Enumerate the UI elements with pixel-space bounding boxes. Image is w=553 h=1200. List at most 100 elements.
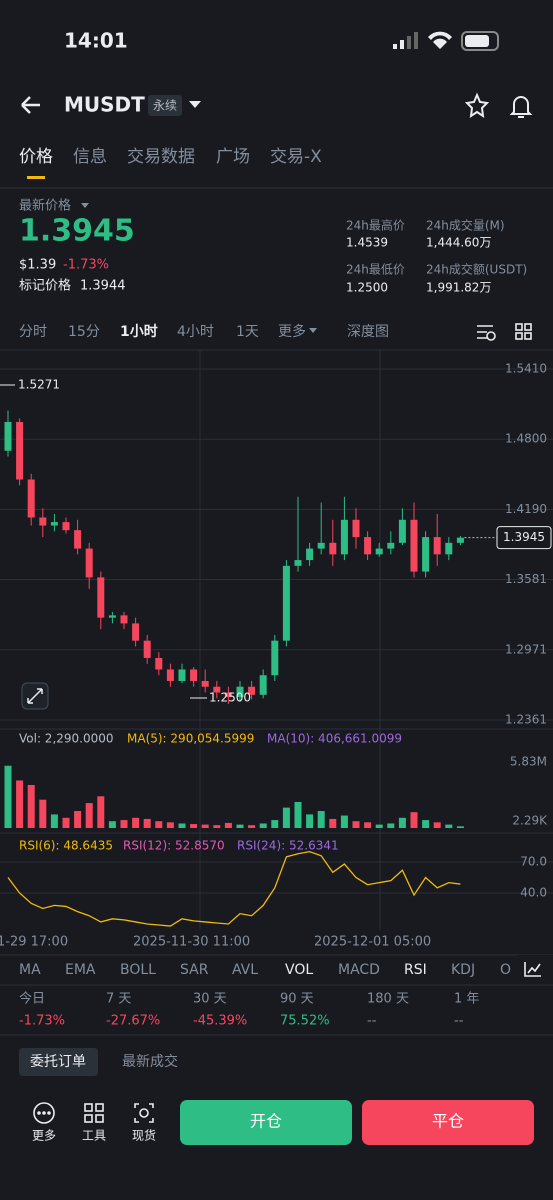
candle-body bbox=[375, 548, 383, 555]
status-icons bbox=[393, 31, 499, 51]
x-label: 2025-12-01 05:00 bbox=[314, 935, 431, 950]
tool-label[interactable]: 现货 bbox=[132, 1128, 156, 1143]
candle-body bbox=[132, 623, 140, 641]
clock: 14:01 bbox=[64, 29, 128, 53]
y-tick-label: 1.3581 bbox=[505, 572, 547, 586]
indicator-tab[interactable]: RSI bbox=[404, 962, 427, 978]
volume-bar bbox=[190, 824, 198, 828]
interval[interactable]: 深度图 bbox=[347, 324, 389, 340]
last-price-tag bbox=[496, 526, 552, 550]
x-label: 2025-11-30 11:00 bbox=[133, 935, 250, 950]
interval[interactable]: 4小时 bbox=[177, 324, 214, 340]
volume-bar bbox=[364, 822, 372, 828]
candle-body bbox=[178, 669, 186, 681]
perf-period: 7 天 bbox=[106, 992, 131, 1007]
expand-icon bbox=[27, 688, 43, 704]
volume-bar bbox=[213, 825, 221, 828]
open-button-label[interactable]: 开仓 bbox=[250, 1112, 282, 1131]
rsi-line bbox=[7, 850, 461, 927]
volume-bar bbox=[410, 812, 418, 828]
chart-settings[interactable] bbox=[477, 325, 496, 341]
perf-change: -- bbox=[367, 1014, 377, 1029]
alerts[interactable] bbox=[509, 96, 533, 118]
candle-body bbox=[433, 537, 441, 555]
volume-bar bbox=[375, 824, 383, 828]
volume-bar bbox=[120, 820, 128, 828]
tool-label[interactable]: 工具 bbox=[82, 1129, 106, 1143]
interval[interactable]: 分时 bbox=[19, 324, 47, 340]
volume-bar bbox=[433, 822, 441, 828]
volume-bar bbox=[236, 824, 244, 828]
volume-bar bbox=[178, 823, 186, 828]
indicator-settings[interactable] bbox=[524, 962, 541, 977]
tool-icons bbox=[33, 1102, 154, 1124]
back-button[interactable] bbox=[21, 96, 40, 114]
volume-bar bbox=[271, 820, 279, 828]
order-tab[interactable]: 最新成交 bbox=[122, 1053, 178, 1070]
indicator-tab[interactable]: KDJ bbox=[451, 962, 475, 978]
indicator-tab[interactable]: EMA bbox=[65, 962, 96, 978]
order-tab[interactable]: 委托订单 bbox=[30, 1054, 86, 1070]
volume-tick-label: 2.29K bbox=[512, 814, 548, 828]
volume-bar bbox=[398, 817, 406, 828]
dropdown[interactable] bbox=[189, 101, 201, 108]
layout-toggle[interactable] bbox=[515, 323, 532, 340]
tab[interactable]: 交易-X bbox=[270, 147, 322, 167]
close-button-label[interactable]: 平仓 bbox=[432, 1112, 464, 1131]
candle-body bbox=[74, 530, 82, 549]
indicator-tab[interactable]: SAR bbox=[180, 962, 209, 978]
candle-body bbox=[410, 519, 418, 572]
tab[interactable]: 信息 bbox=[73, 147, 107, 167]
volume-bar bbox=[445, 824, 453, 828]
favorite[interactable] bbox=[464, 92, 490, 119]
interval[interactable]: 15分 bbox=[68, 324, 100, 340]
volume-legend: Vol: 2,290.0000 bbox=[19, 732, 114, 746]
dropdown bbox=[81, 203, 89, 208]
volume-bar bbox=[27, 784, 35, 828]
indicator-tab[interactable]: MA bbox=[19, 962, 41, 978]
rsi-tick-label: 70.0 bbox=[520, 854, 547, 868]
interval[interactable]: 1小时 bbox=[120, 323, 158, 340]
indicator-tab[interactable]: BOLL bbox=[120, 962, 156, 978]
candle-body bbox=[120, 615, 128, 624]
volume-bar bbox=[39, 799, 47, 828]
tab[interactable]: 价格 bbox=[19, 147, 53, 167]
volume-bar bbox=[166, 822, 174, 828]
candle-body bbox=[97, 577, 105, 618]
stat-value: 1.4539 bbox=[346, 236, 388, 250]
candle-body bbox=[4, 421, 12, 451]
close-button[interactable] bbox=[362, 1100, 534, 1145]
indicator-tab[interactable]: VOL bbox=[285, 962, 313, 978]
interval[interactable]: 更多 bbox=[278, 323, 306, 340]
candle-body bbox=[422, 537, 430, 572]
interval[interactable]: 1天 bbox=[236, 324, 259, 340]
volume-bar bbox=[352, 821, 360, 828]
high-marker: 1.5271 bbox=[18, 378, 60, 392]
candle-body bbox=[27, 479, 35, 518]
tab[interactable]: 广场 bbox=[216, 147, 250, 167]
tab[interactable]: 交易数据 bbox=[127, 147, 195, 167]
indicator-tab[interactable]: AVL bbox=[232, 962, 258, 978]
open-button[interactable] bbox=[180, 1100, 352, 1145]
candle-body bbox=[85, 548, 93, 578]
indicator-tab[interactable]: O bbox=[500, 962, 511, 978]
candle-body bbox=[445, 542, 453, 555]
stat-value: 1,444.60万 bbox=[426, 236, 491, 250]
perf-change: -- bbox=[454, 1014, 464, 1029]
volume-bar bbox=[4, 765, 12, 828]
candle-body bbox=[259, 675, 267, 695]
indicator-tab[interactable]: MACD bbox=[338, 962, 380, 978]
tool-label[interactable]: 更多 bbox=[32, 1129, 56, 1143]
symbol[interactable]: MUSDT bbox=[64, 93, 145, 117]
perf-period: 今日 bbox=[19, 991, 45, 1007]
candle-body bbox=[329, 542, 337, 555]
volume-bar bbox=[201, 824, 209, 828]
perf-change: -45.39% bbox=[193, 1014, 247, 1029]
volume-bar bbox=[248, 825, 256, 828]
candle-body bbox=[224, 692, 232, 698]
candle-body bbox=[143, 640, 151, 658]
volume-bar bbox=[143, 818, 151, 828]
stat-value: 1.2500 bbox=[346, 281, 388, 295]
